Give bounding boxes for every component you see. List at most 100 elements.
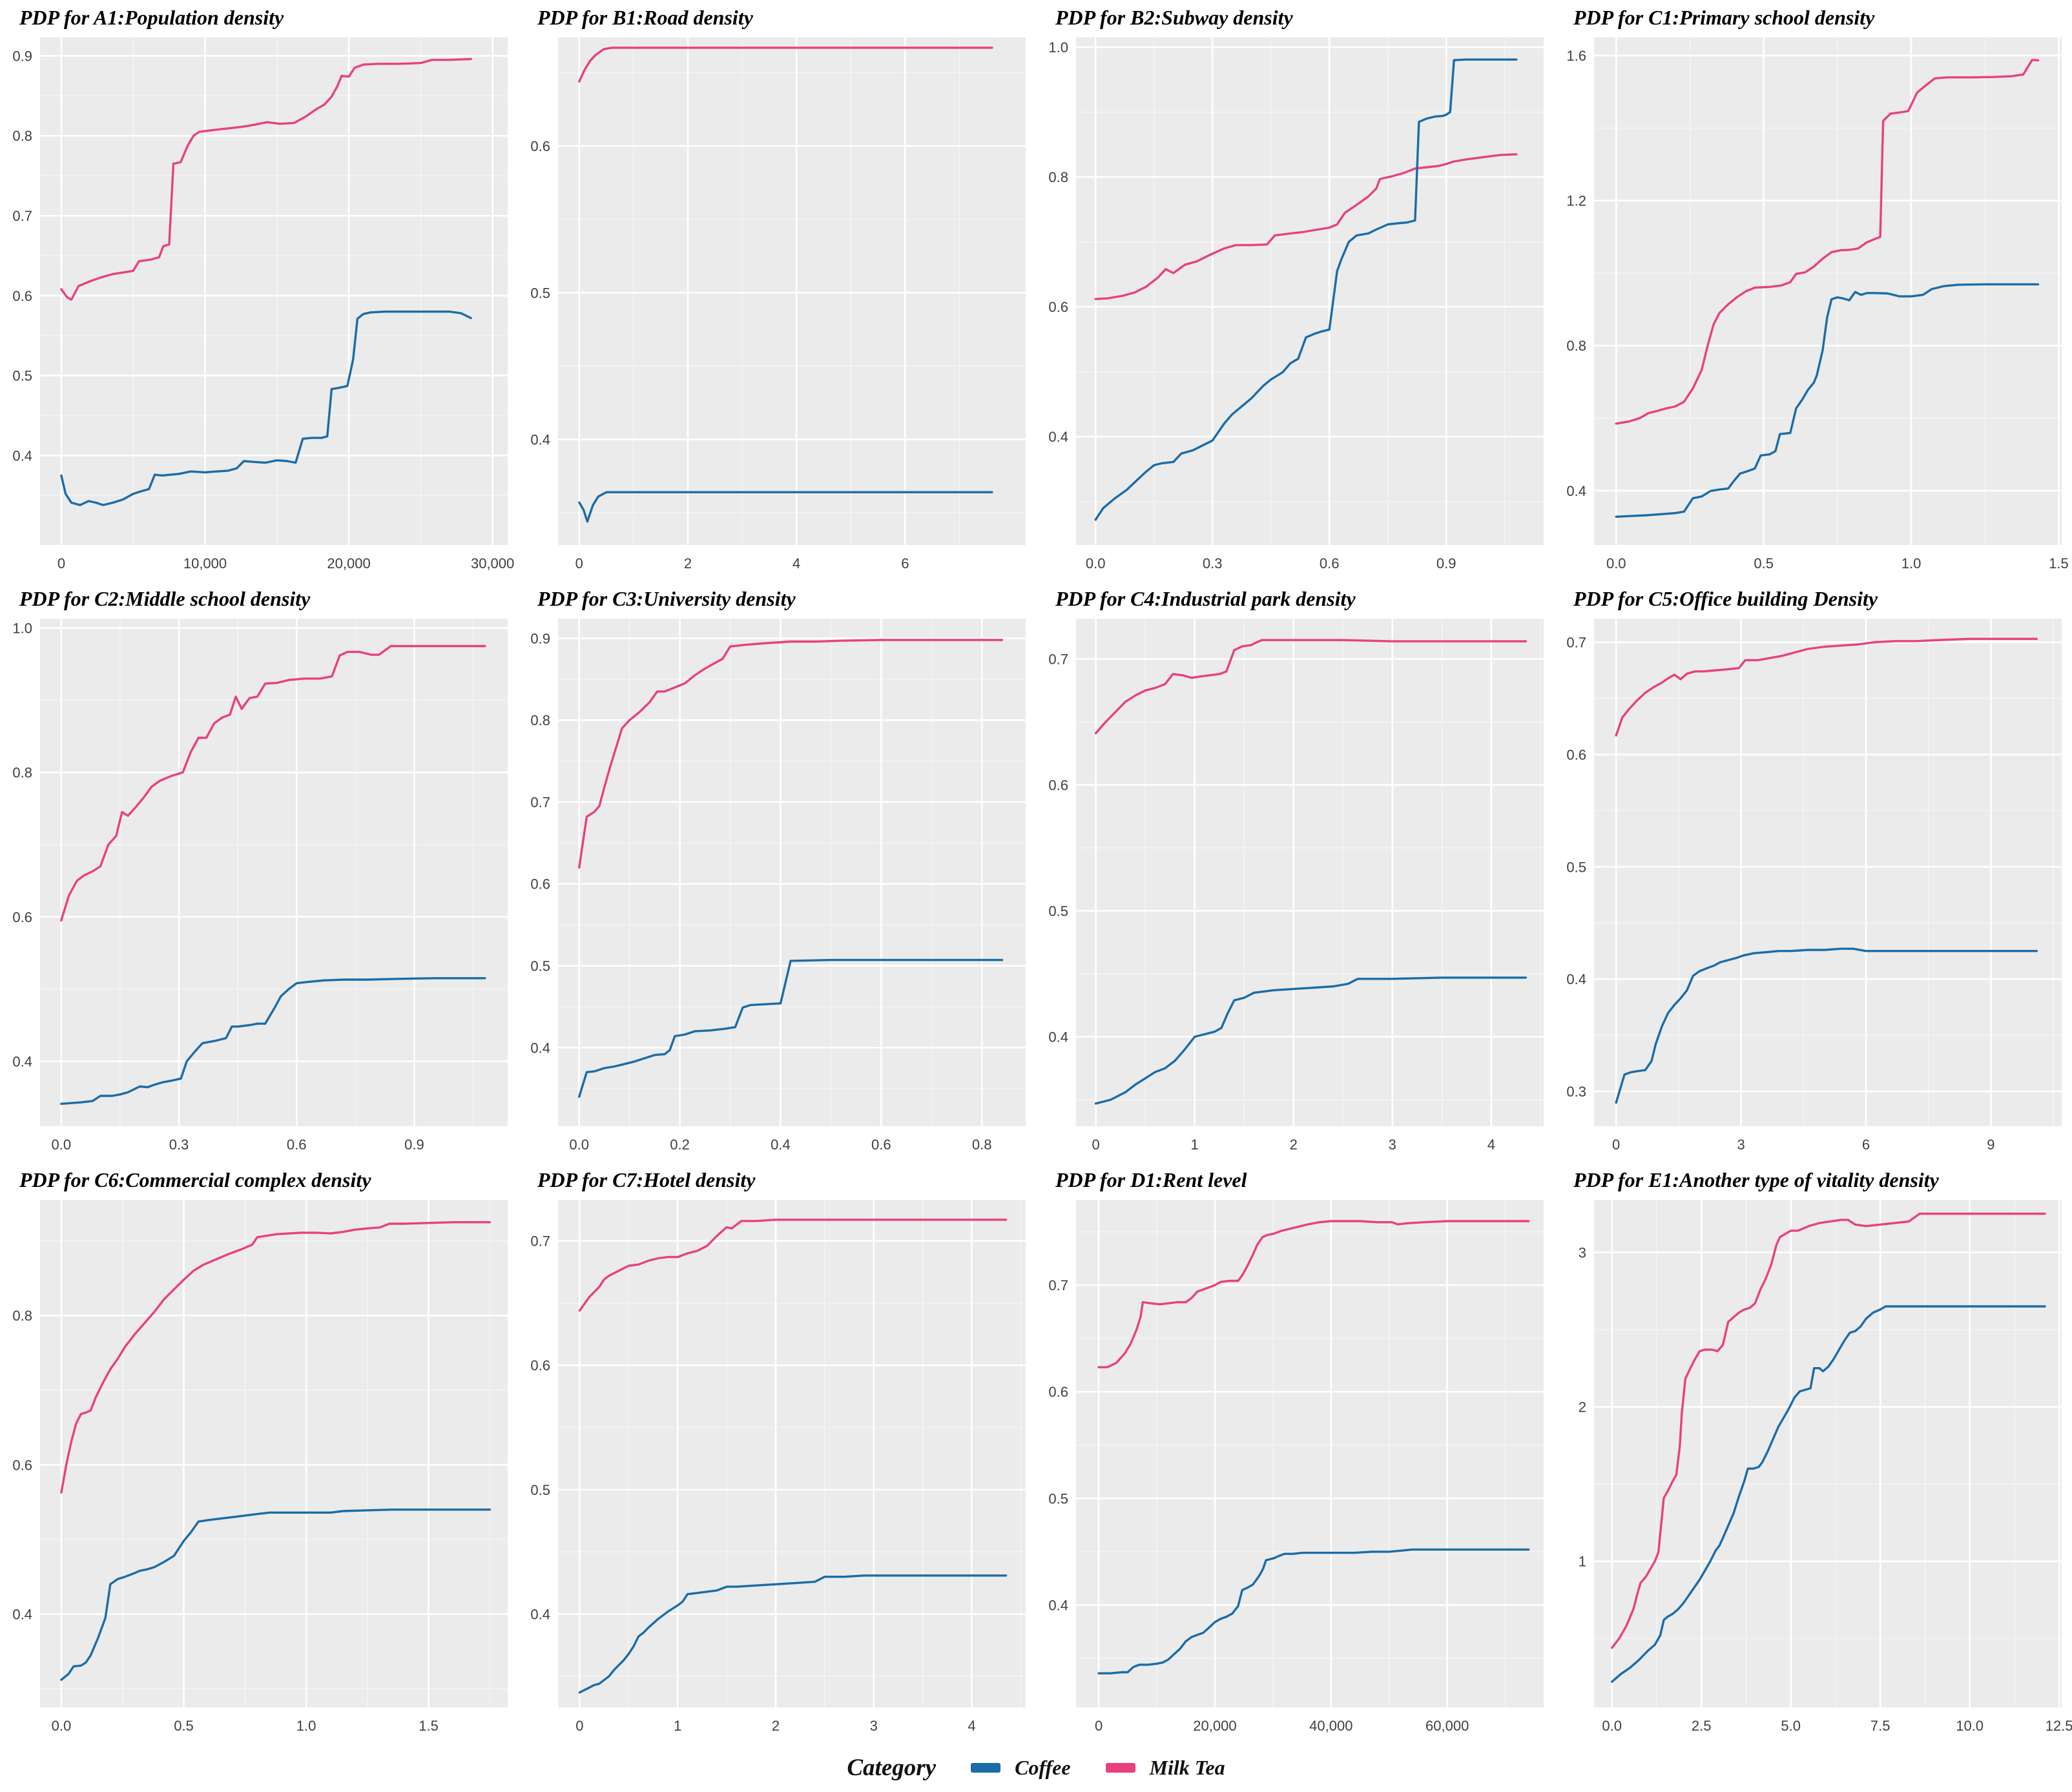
x-tick-label: 40,000 xyxy=(1309,1718,1352,1734)
y-tick-label: 0.6 xyxy=(530,876,550,892)
y-tick-label: 0.4 xyxy=(12,448,32,464)
x-tick-label: 1.0 xyxy=(296,1718,316,1734)
coffee-line xyxy=(1094,976,1528,1105)
chart-title: PDP for C3:University density xyxy=(537,587,796,610)
y-tick-label: 0.5 xyxy=(1566,859,1586,875)
y-tick-label: 1 xyxy=(1579,1554,1586,1570)
y-tick-label: 0.5 xyxy=(12,368,32,384)
legend-label-coffee: Coffee xyxy=(1015,1756,1071,1779)
coffee-line xyxy=(60,1509,491,1681)
y-tick-label: 0.8 xyxy=(12,765,32,781)
y-tick-label: 1.2 xyxy=(1566,193,1586,209)
plot-panel xyxy=(1594,619,2062,1126)
pdp-plot-C7: 0.4 0.5 0.6 0.7 0 1 2 3 4 PDP for C7:Hotel densit… xyxy=(530,1168,1026,1734)
y-tick-label: 0.4 xyxy=(530,1607,550,1623)
y-tick-label: 0.5 xyxy=(530,958,550,974)
pdp-plot-C4: 0.4 0.5 0.6 0.7 0 1 2 3 4 PDP for C4:Industrial p… xyxy=(1048,587,1544,1153)
y-tick-label: 3 xyxy=(1579,1244,1586,1261)
milk-tea-line xyxy=(578,1219,1008,1312)
milk-tea-line xyxy=(1615,59,2040,425)
x-tick-label: 4 xyxy=(1487,1137,1495,1153)
y-tick-label: 0.8 xyxy=(12,1308,32,1324)
x-tick-label: 20,000 xyxy=(1193,1718,1236,1734)
pdp-plot-C1: 0.4 0.8 1.2 1.6 0.0 0.5 1.0 1.5 PDP for C1:Prima… xyxy=(1566,6,2069,572)
pdp-plot-D1: 0.4 0.5 0.6 0.7 0 20,000 40,000 60,000 PDP for D… xyxy=(1048,1168,1544,1734)
y-tick-label: 0.6 xyxy=(12,288,32,304)
x-tick-label: 0 xyxy=(57,555,65,572)
x-tick-label: 0.0 xyxy=(1606,555,1626,572)
milk-tea-swatch xyxy=(1105,1763,1135,1773)
y-tick-label: 1.6 xyxy=(1566,48,1586,64)
x-tick-label: 5.0 xyxy=(1781,1718,1801,1734)
x-tick-label: 2 xyxy=(772,1718,780,1734)
x-tick-label: 0.0 xyxy=(52,1718,72,1734)
x-tick-label: 0.8 xyxy=(972,1137,992,1153)
x-tick-label: 4 xyxy=(968,1718,975,1734)
x-tick-label: 3 xyxy=(1389,1137,1396,1153)
x-tick-label: 1 xyxy=(1191,1137,1199,1153)
x-tick-label: 0 xyxy=(1092,1137,1099,1153)
x-tick-label: 30,000 xyxy=(471,555,514,572)
x-tick-label: 9 xyxy=(1987,1137,1994,1153)
coffee-line xyxy=(1097,1548,1530,1674)
coffee-line xyxy=(60,310,472,506)
y-tick-label: 0.4 xyxy=(1566,971,1586,987)
y-tick-label: 0.9 xyxy=(530,630,550,646)
plot-panel xyxy=(40,619,508,1126)
pdp-chart-C5: 0.3 0.4 0.5 0.6 0.7 0 3 6 9 PDP for C5:Office bui… xyxy=(1554,581,2072,1162)
plot-panel xyxy=(1076,619,1544,1126)
y-tick-label: 2 xyxy=(1579,1399,1586,1416)
x-tick-label: 0.9 xyxy=(404,1137,424,1153)
x-tick-label: 10.0 xyxy=(1956,1718,1984,1734)
chart-title: PDP for C5:Office building Density xyxy=(1573,587,1878,610)
milk-tea-line xyxy=(578,46,993,83)
pdp-plot-C3: 0.4 0.5 0.6 0.7 0.8 0.9 0.0 0.2 0.4 0.6 0.8 PDP for… xyxy=(530,587,1026,1153)
chart-title: PDP for D1:Rent level xyxy=(1055,1168,1247,1191)
pdp-chart-C6: 0.4 0.6 0.8 0.0 0.5 1.0 1.5 PDP for C6:Commerci… xyxy=(0,1162,518,1744)
x-tick-label: 0 xyxy=(575,1718,583,1734)
x-tick-label: 4 xyxy=(793,555,800,572)
pdp-chart-B1: 0.4 0.5 0.6 0 2 4 6 PDP for B1:Road density xyxy=(518,0,1036,581)
x-tick-label: 0.9 xyxy=(1436,555,1456,572)
x-tick-label: 0.4 xyxy=(771,1137,791,1153)
plot-panel xyxy=(40,1200,508,1707)
x-tick-label: 0 xyxy=(1612,1137,1620,1153)
plot-panel xyxy=(1076,37,1544,545)
chart-title: PDP for C7:Hotel density xyxy=(537,1168,756,1191)
chart-title: PDP for B2:Subway density xyxy=(1055,6,1294,29)
x-tick-label: 60,000 xyxy=(1425,1718,1469,1734)
y-tick-label: 0.7 xyxy=(12,208,32,224)
y-tick-label: 0.6 xyxy=(12,909,32,925)
x-tick-label: 6 xyxy=(1862,1137,1870,1153)
y-tick-label: 0.8 xyxy=(1048,169,1068,185)
milk-tea-line xyxy=(60,57,472,301)
pdp-chart-C1: 0.4 0.8 1.2 1.6 0.0 0.5 1.0 1.5 PDP for C1:Prima… xyxy=(1554,0,2072,581)
pdp-chart-C2: 0.4 0.6 0.8 1.0 0.0 0.3 0.6 0.9 PDP for C2:Middl… xyxy=(0,581,518,1162)
milk-tea-line xyxy=(60,644,486,922)
milk-tea-line xyxy=(1615,637,2038,737)
y-tick-label: 0.5 xyxy=(530,1482,550,1498)
y-tick-label: 0.6 xyxy=(1048,299,1068,315)
y-tick-label: 0.4 xyxy=(1048,1597,1068,1613)
x-tick-label: 1 xyxy=(674,1718,681,1734)
chart-title: PDP for C1:Primary school density xyxy=(1573,6,1875,29)
y-tick-label: 0.8 xyxy=(1566,338,1586,354)
plot-panel xyxy=(558,1200,1026,1707)
chart-title: PDP for C4:Industrial park density xyxy=(1055,587,1356,610)
y-tick-label: 0.4 xyxy=(1048,1029,1068,1045)
y-tick-label: 0.8 xyxy=(12,128,32,144)
x-tick-label: 0.0 xyxy=(569,1137,589,1153)
plot-panel xyxy=(40,37,508,545)
coffee-line xyxy=(578,1574,1008,1694)
y-tick-label: 0.7 xyxy=(1566,635,1586,651)
chart-title: PDP for A1:Population density xyxy=(19,6,284,29)
plot-panel xyxy=(1076,1200,1544,1707)
coffee-line xyxy=(578,491,993,523)
y-tick-label: 0.4 xyxy=(1048,429,1068,445)
y-tick-label: 0.4 xyxy=(12,1607,32,1623)
pdp-chart-C7: 0.4 0.5 0.6 0.7 0 1 2 3 4 PDP for C7:Hotel densit… xyxy=(518,1162,1036,1744)
y-tick-label: 0.5 xyxy=(1048,1490,1068,1507)
x-tick-label: 1.5 xyxy=(2049,555,2069,572)
legend-title: Category xyxy=(847,1755,937,1781)
x-tick-label: 1.5 xyxy=(419,1718,439,1734)
